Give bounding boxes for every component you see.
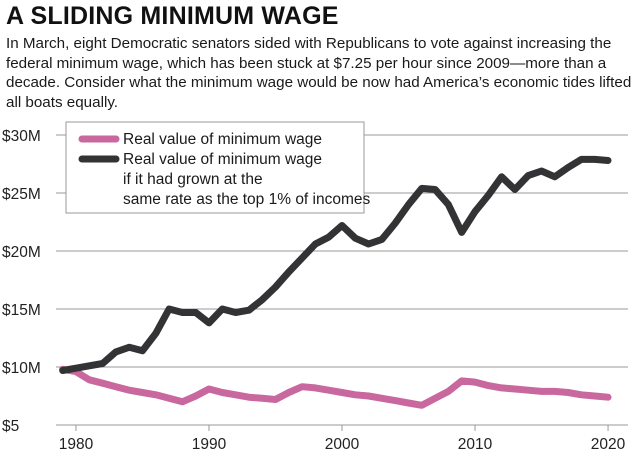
legend-label-real-value: Real value of minimum wage bbox=[123, 131, 322, 148]
chart-subtitle: In March, eight Democratic senators side… bbox=[6, 35, 632, 111]
y-tick-label: $20M bbox=[2, 244, 41, 261]
y-tick-label: $25M bbox=[2, 186, 41, 203]
y-tick-label: $10M bbox=[2, 360, 41, 377]
axis-ticks: $5 $10M $15M $20M $25M $30M 1980 1990 2000 2010 20… bbox=[2, 128, 626, 453]
x-tick-label: 2010 bbox=[458, 436, 493, 453]
x-tick-label: 1990 bbox=[192, 436, 227, 453]
x-tick-label: 1980 bbox=[59, 436, 94, 453]
series-line-top-one-percent bbox=[59, 155, 612, 374]
y-tick-label: $5 bbox=[2, 418, 19, 435]
x-tick-label: 2000 bbox=[325, 436, 360, 453]
x-tick-label: 2020 bbox=[591, 436, 626, 453]
y-tick-label: $15M bbox=[2, 302, 41, 319]
series-line-real-value bbox=[59, 365, 612, 409]
chart-title: A SLIDING MINIMUM WAGE bbox=[6, 2, 339, 30]
legend: Real value of minimum wage Real value of… bbox=[65, 121, 371, 214]
y-tick-label: $30M bbox=[2, 128, 41, 145]
legend-label-top-one-percent: Real value of minimum wage if it had grow… bbox=[123, 151, 371, 208]
series-lines bbox=[59, 155, 612, 409]
